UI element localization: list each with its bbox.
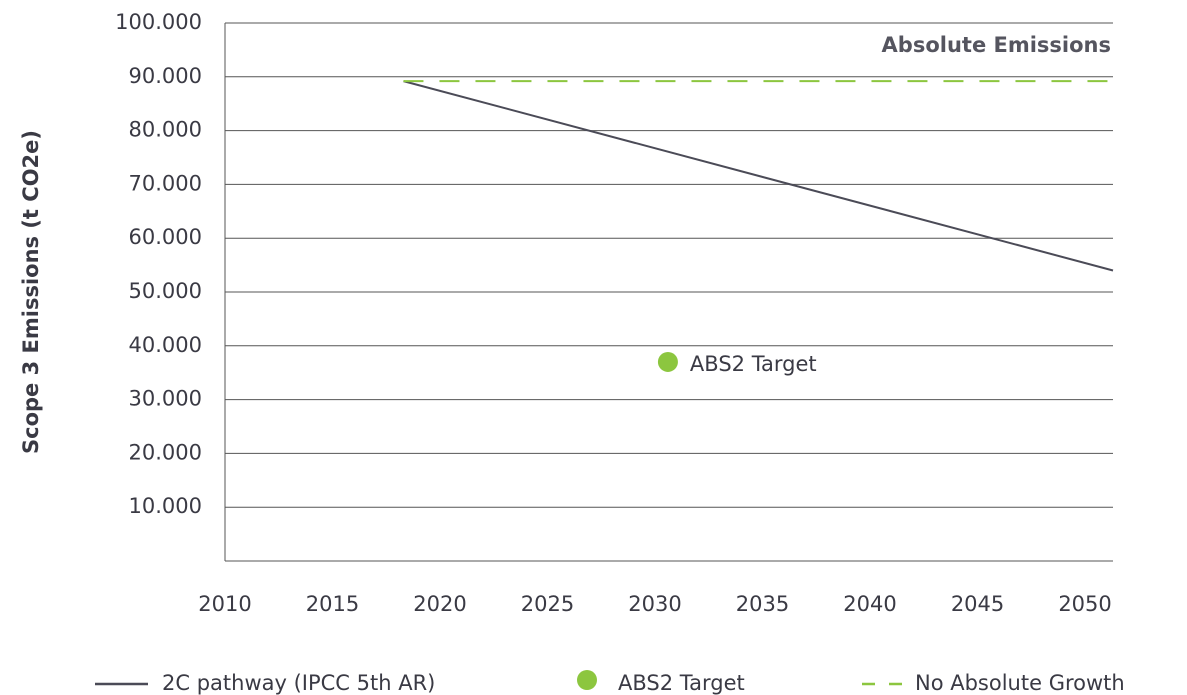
legend-label: No Absolute Growth	[915, 671, 1125, 695]
target-point	[657, 351, 678, 372]
y-tick-label: 10.000	[129, 494, 202, 518]
x-tick-label: 2020	[413, 592, 466, 616]
y-tick-label: 40.000	[129, 333, 202, 357]
x-tick-label: 2040	[843, 592, 896, 616]
y-tick-label: 80.000	[129, 118, 202, 142]
y-tick-label: 70.000	[129, 171, 202, 195]
y-tick-label: 20.000	[129, 440, 202, 464]
x-tick-label: 2045	[951, 592, 1004, 616]
x-tick-label: 2050	[1058, 592, 1111, 616]
point-label: ABS2 Target	[690, 352, 817, 376]
series-line	[403, 80, 1114, 272]
y-tick-label: 100.000	[115, 10, 202, 34]
x-tick-label: 2010	[198, 592, 251, 616]
x-tick-label: 2035	[736, 592, 789, 616]
x-tick-label: 2030	[628, 592, 681, 616]
legend-label: 2C pathway (IPCC 5th AR)	[162, 671, 435, 695]
y-tick-label: 60.000	[129, 225, 202, 249]
y-tick-label: 30.000	[129, 387, 202, 411]
x-tick-label: 2015	[306, 592, 359, 616]
legend-swatch	[577, 670, 597, 690]
x-tick-label: 2025	[521, 592, 574, 616]
y-tick-label: 50.000	[129, 279, 202, 303]
chart-title: Absolute Emissions	[882, 33, 1111, 57]
y-axis-label: Scope 3 Emissions (t CO2e)	[19, 130, 43, 454]
legend-label: ABS2 Target	[618, 671, 745, 695]
y-tick-label: 90.000	[129, 64, 202, 88]
